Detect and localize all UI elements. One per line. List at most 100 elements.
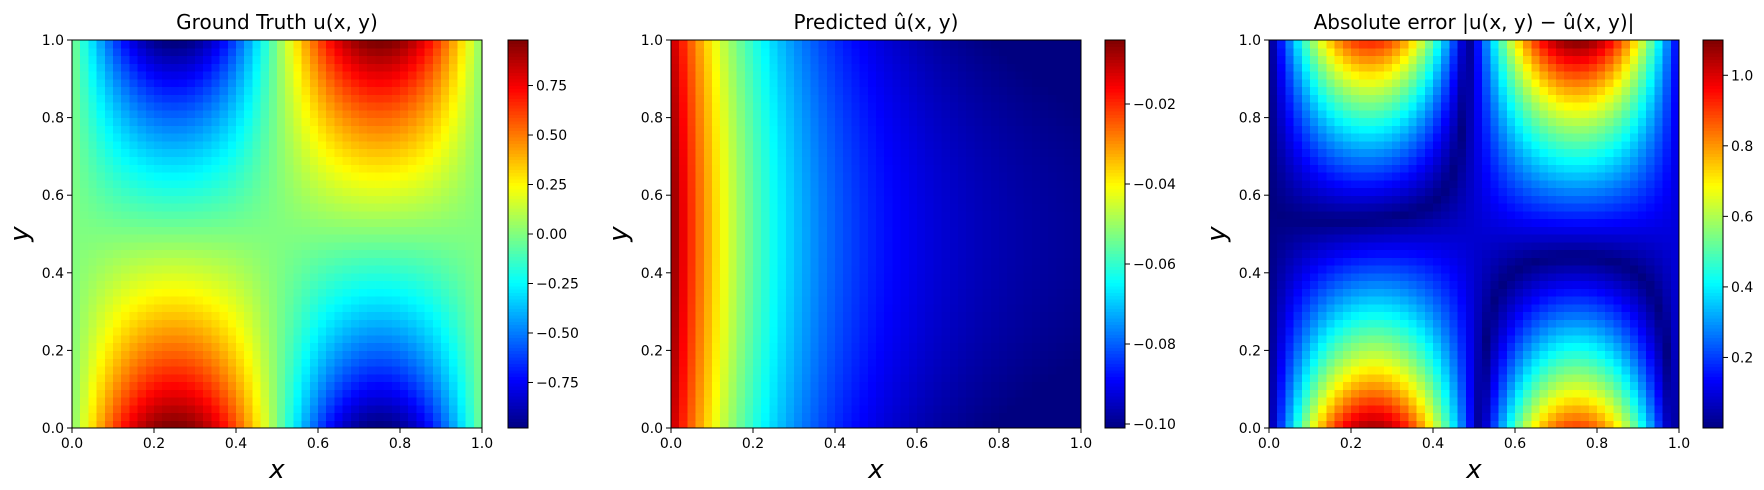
heatmap-cell bbox=[441, 334, 450, 344]
heatmap-cell bbox=[990, 381, 1000, 390]
heatmap-cell bbox=[186, 350, 196, 359]
heatmap-cell bbox=[958, 420, 967, 429]
heatmap-cell bbox=[908, 365, 918, 375]
heatmap-cell bbox=[712, 117, 721, 126]
heatmap-cell bbox=[342, 373, 352, 383]
heatmap-cell bbox=[1040, 125, 1049, 134]
heatmap-cell bbox=[679, 218, 688, 227]
heatmap-cell bbox=[203, 140, 212, 150]
heatmap-cell bbox=[457, 47, 467, 57]
heatmap-cell bbox=[917, 164, 926, 173]
heatmap-cell bbox=[679, 412, 688, 421]
heatmap-cell bbox=[400, 272, 409, 282]
heatmap-cell bbox=[285, 241, 294, 251]
heatmap-cell bbox=[777, 102, 787, 111]
heatmap-cell bbox=[761, 234, 770, 243]
heatmap-cell bbox=[211, 303, 221, 313]
heatmap-cell bbox=[794, 389, 803, 398]
heatmap-cell bbox=[687, 78, 697, 88]
heatmap-cell bbox=[1023, 381, 1033, 390]
heatmap-cell bbox=[195, 40, 204, 49]
heatmap-cell bbox=[416, 249, 426, 258]
heatmap-cell bbox=[154, 171, 163, 181]
heatmap-cell bbox=[375, 156, 385, 165]
heatmap-cell bbox=[1064, 249, 1074, 258]
heatmap-cell bbox=[285, 148, 294, 157]
heatmap-cell bbox=[990, 412, 1000, 421]
heatmap-cell bbox=[432, 373, 442, 383]
heatmap-cell bbox=[203, 365, 212, 375]
heatmap-cell bbox=[867, 94, 877, 103]
heatmap-cell bbox=[375, 125, 385, 134]
heatmap-cell bbox=[342, 358, 352, 367]
heatmap-cell bbox=[925, 140, 934, 150]
heatmap-cell bbox=[260, 311, 270, 320]
heatmap-cell bbox=[96, 164, 106, 173]
heatmap-cell bbox=[96, 226, 106, 235]
heatmap-cell bbox=[252, 272, 262, 282]
heatmap-cell bbox=[473, 365, 483, 375]
heatmap-cell bbox=[350, 288, 360, 297]
heatmap-cell bbox=[703, 156, 713, 165]
heatmap-cell bbox=[424, 202, 434, 212]
heatmap-cell bbox=[974, 179, 984, 189]
heatmap-cell bbox=[1040, 226, 1049, 235]
heatmap-cell bbox=[802, 265, 811, 274]
heatmap-cell bbox=[154, 365, 163, 375]
heatmap-cell bbox=[794, 125, 803, 134]
heatmap-cell bbox=[318, 311, 327, 320]
heatmap-cell bbox=[178, 257, 188, 266]
colorbar-step bbox=[508, 198, 528, 203]
colorbar-step bbox=[508, 305, 528, 309]
heatmap-cell bbox=[695, 133, 705, 142]
colorbar-step bbox=[508, 392, 528, 397]
heatmap-cell bbox=[178, 319, 188, 328]
heatmap-cell bbox=[703, 350, 713, 359]
heatmap-cell bbox=[867, 303, 877, 313]
heatmap-cell bbox=[1023, 125, 1033, 134]
heatmap-cell bbox=[818, 396, 828, 406]
heatmap-cell bbox=[712, 202, 721, 212]
heatmap-cell bbox=[744, 365, 754, 375]
heatmap-cell bbox=[137, 234, 147, 243]
heatmap-cell bbox=[949, 311, 959, 320]
heatmap-cell bbox=[383, 249, 393, 258]
heatmap-cell bbox=[465, 389, 475, 398]
heatmap-cell bbox=[178, 202, 188, 212]
heatmap-cell bbox=[859, 133, 869, 142]
heatmap-cell bbox=[958, 86, 967, 95]
heatmap-cell bbox=[949, 102, 959, 111]
heatmap-cell bbox=[424, 334, 434, 344]
colorbar-step bbox=[508, 337, 528, 342]
heatmap-cell bbox=[154, 373, 163, 383]
heatmap-cell bbox=[293, 350, 303, 359]
heatmap-cell bbox=[744, 311, 754, 320]
colorbar-step bbox=[508, 188, 528, 193]
heatmap-cell bbox=[843, 389, 852, 398]
heatmap-cell bbox=[203, 257, 212, 266]
heatmap-cell bbox=[1015, 311, 1025, 320]
heatmap-cell bbox=[137, 350, 147, 359]
heatmap-cell bbox=[917, 187, 926, 196]
heatmap-cell bbox=[695, 257, 705, 266]
heatmap-cell bbox=[802, 319, 811, 328]
heatmap-cell bbox=[1072, 288, 1082, 297]
heatmap-cell bbox=[1056, 358, 1066, 367]
heatmap-cell bbox=[958, 296, 967, 305]
heatmap-cell bbox=[892, 195, 902, 204]
heatmap-cell bbox=[884, 102, 893, 111]
heatmap-cell bbox=[301, 187, 311, 196]
heatmap-cell bbox=[1007, 272, 1016, 282]
heatmap-cell bbox=[465, 195, 475, 204]
heatmap-cell bbox=[334, 102, 344, 111]
heatmap-cell bbox=[1007, 303, 1016, 313]
heatmap-cell bbox=[260, 102, 270, 111]
heatmap-cell bbox=[999, 202, 1008, 212]
heatmap-cell bbox=[162, 171, 171, 181]
heatmap-cell bbox=[1048, 311, 1057, 320]
heatmap-cell bbox=[990, 420, 1000, 429]
heatmap-cell bbox=[285, 140, 294, 150]
heatmap-cell bbox=[449, 327, 458, 336]
heatmap-cell bbox=[958, 365, 967, 375]
heatmap-cell bbox=[859, 373, 869, 383]
